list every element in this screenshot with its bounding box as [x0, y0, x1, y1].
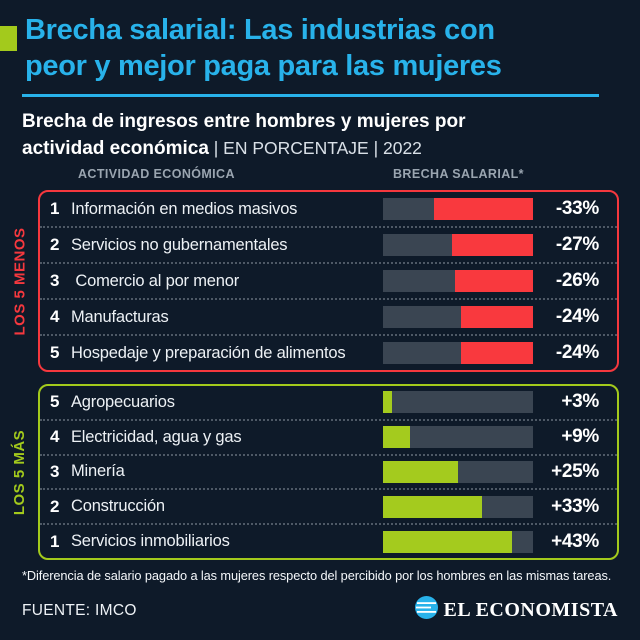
row-bar-fill: [383, 460, 458, 483]
table-row: 4 Manufacturas -24%: [40, 298, 617, 334]
group-worst-rows: 1 Información en medios masivos -33% 2 S…: [40, 192, 617, 370]
el-economista-globe-icon: [414, 596, 438, 624]
group-best-industries: LOS 5 MÁS 5 Agropecuarios +3% 4 Electric…: [12, 384, 619, 560]
group-worst-industries: LOS 5 MENOS 1 Información en medios masi…: [12, 190, 619, 372]
title-underline: [22, 94, 599, 97]
page-title: Brecha salarial: Las industrias con peor…: [25, 12, 613, 84]
table-row: 2 Servicios no gubernamentales -27%: [40, 226, 617, 262]
row-value: +25%: [551, 460, 599, 482]
row-bar: [383, 530, 533, 553]
table-row: 5 Hospedaje y preparación de alimentos -…: [40, 334, 617, 370]
row-bar: [383, 306, 533, 328]
group-best-rows: 5 Agropecuarios +3% 4 Electricidad, agua…: [40, 386, 617, 558]
row-label: Servicios no gubernamentales: [71, 235, 288, 254]
row-label: Manufacturas: [71, 307, 169, 326]
brand-logo: EL ECONOMISTA: [414, 596, 619, 624]
row-value: +33%: [551, 495, 599, 517]
table-row: 3 Comercio al por menor -26%: [40, 262, 617, 298]
footnote: *Diferencia de salario pagado a las muje…: [22, 568, 612, 583]
group-worst-side-label-text: LOS 5 MENOS: [11, 226, 29, 336]
row-bar: [383, 342, 533, 364]
row-label: Comercio al por menor: [71, 271, 239, 290]
row-bar: [383, 270, 533, 292]
row-bar-fill: [434, 198, 533, 220]
source-label: FUENTE: IMCO: [22, 602, 137, 619]
row-label: Hospedaje y preparación de alimentos: [71, 343, 346, 362]
row-bar-fill: [455, 270, 533, 292]
row-bar-fill: [383, 426, 410, 449]
table-row: 1 Información en medios masivos -33%: [40, 192, 617, 226]
row-value: -27%: [555, 234, 599, 255]
row-rank: 1: [50, 531, 60, 551]
page-title-line1: Brecha salarial: Las industrias con: [25, 14, 495, 46]
row-label: Servicios inmobiliarios: [71, 532, 230, 551]
row-value: -24%: [555, 342, 599, 363]
row-value: -26%: [555, 270, 599, 291]
subtitle-meta: | EN PORCENTAJE | 2022: [208, 138, 422, 158]
page-title-line2: peor y mejor paga para las mujeres: [25, 50, 502, 82]
row-rank: 3: [50, 461, 60, 481]
row-bar: [383, 426, 533, 449]
column-header-activity: ACTIVIDAD ECONÓMICA: [78, 167, 235, 181]
row-bar: [383, 495, 533, 518]
table-row: 4 Electricidad, agua y gas +9%: [40, 418, 617, 454]
row-bar-fill: [461, 342, 533, 364]
row-bar-fill: [461, 306, 533, 328]
table-row: 5 Agropecuarios +3%: [40, 386, 617, 419]
table-row: 2 Construcción +33%: [40, 488, 617, 523]
chart-subtitle: Brecha de ingresos entre hombres y mujer…: [22, 108, 602, 162]
title-accent-square: [0, 26, 17, 51]
group-best-side-label: LOS 5 MÁS: [2, 386, 38, 558]
row-bar: [383, 198, 533, 220]
row-value: +9%: [561, 426, 599, 448]
table-row: 3 Minería +25%: [40, 453, 617, 489]
subtitle-bold-line1: Brecha de ingresos entre hombres y mujer…: [22, 111, 466, 132]
row-value: +3%: [561, 391, 599, 413]
row-rank: 2: [50, 235, 60, 254]
row-bar: [383, 234, 533, 256]
row-label: Agropecuarios: [71, 392, 175, 411]
row-label: Información en medios masivos: [71, 199, 298, 218]
row-label: Electricidad, agua y gas: [71, 427, 242, 446]
group-best-side-label-text: LOS 5 MÁS: [11, 429, 29, 515]
row-rank: 2: [50, 496, 60, 516]
row-rank: 4: [50, 307, 60, 326]
row-label: Minería: [71, 462, 125, 481]
row-bar-fill: [383, 495, 482, 518]
row-bar: [383, 391, 533, 414]
group-worst-side-label: LOS 5 MENOS: [2, 192, 38, 370]
row-value: -24%: [555, 306, 599, 327]
row-label: Construcción: [71, 497, 165, 516]
row-bar-fill: [383, 391, 392, 414]
row-rank: 4: [50, 427, 60, 447]
column-header-gap: BRECHA SALARIAL*: [393, 167, 524, 181]
row-bar-fill: [452, 234, 533, 256]
row-bar-fill: [383, 530, 512, 553]
row-value: -33%: [555, 198, 599, 219]
row-bar: [383, 460, 533, 483]
row-rank: 5: [50, 343, 60, 362]
table-row: 1 Servicios inmobiliarios +43%: [40, 523, 617, 558]
row-value: +43%: [551, 530, 599, 552]
row-rank: 3: [50, 271, 60, 290]
subtitle-bold-line2: actividad económica: [22, 138, 209, 159]
brand-name: EL ECONOMISTA: [443, 598, 618, 621]
row-rank: 1: [50, 199, 60, 218]
row-rank: 5: [50, 392, 60, 412]
